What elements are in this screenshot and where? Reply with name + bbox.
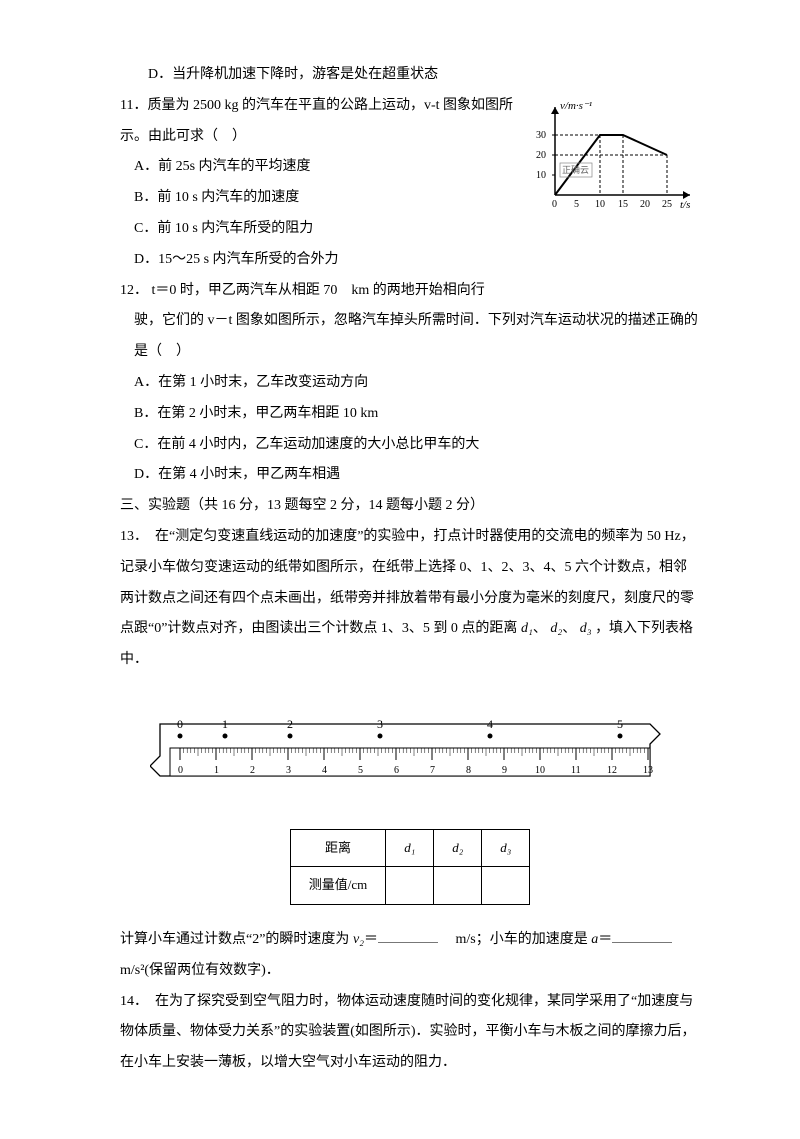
svg-text:5: 5 [617,717,623,731]
svg-text:3: 3 [377,717,383,731]
table-row: 距离 d₁ d₂ d₃ [290,829,530,867]
symbol-v2: v₂ [353,932,364,947]
ytick-30: 30 [536,130,546,141]
q12-stem-line2: 驶，它们的 v－t 图象如图所示，忽略汽车掉头所需时间．下列对汽车运动状况的描述… [120,306,700,368]
q12-option-c: C．在前 4 小时内，乙车运动加速度的大小总比甲车的大 [120,430,700,461]
svg-text:5: 5 [574,199,579,210]
cell-d1: d₁ [386,829,434,867]
svg-text:1: 1 [214,765,219,776]
svg-text:25: 25 [662,199,672,210]
q12-option-b: B．在第 2 小时末，甲乙两车相距 10 km [120,399,700,430]
svg-text:t/s: t/s [680,199,690,211]
q13-fill-a: 计算小车通过计数点“2”的瞬时速度为 [120,932,353,947]
blank-v2[interactable] [378,928,438,943]
q12-option-a: A．在第 1 小时末，乙车改变运动方向 [120,368,700,399]
symbol-d3: d₃ [580,621,592,636]
svg-text:v/m·s⁻¹: v/m·s⁻¹ [560,100,592,112]
svg-text:2: 2 [287,717,293,731]
cell-d3: d₃ [482,829,530,867]
cell-distance-label: 距离 [290,829,386,867]
svg-text:13: 13 [643,765,653,776]
svg-text:0: 0 [178,765,183,776]
q11-block: 10 20 30 0 5 10 15 20 25 t/s v/m·s⁻¹ 正确云… [120,91,700,276]
svg-text:7: 7 [430,765,435,776]
svg-text:10: 10 [535,765,545,776]
q12-option-d: D．在第 4 小时末，甲乙两车相遇 [120,460,700,491]
svg-text:4: 4 [322,765,327,776]
q13-fill-c: m/s²(保留两位有效数字)． [120,963,280,978]
symbol-d1: d₁ [521,621,533,636]
cell-blank [434,867,482,905]
symbol-d2: d₂ [550,621,562,636]
cell-measure-label: 测量值/cm [290,867,386,905]
q13-table: 距离 d₁ d₂ d₃ 测量值/cm [290,829,531,905]
symbol-a: a [591,932,598,947]
svg-text:1: 1 [222,717,228,731]
ytick-10: 10 [536,170,546,181]
svg-text:0: 0 [552,199,557,210]
svg-text:6: 6 [394,765,399,776]
svg-text:4: 4 [487,717,493,731]
svg-text:15: 15 [618,199,628,210]
svg-text:5: 5 [358,765,363,776]
ruler-figure: 0 1 2 3 4 5 012345678910111213 [120,706,700,809]
q13-paragraph: 13． 在“测定匀变速直线运动的加速度”的实验中，打点计时器使用的交流电的频率为… [120,522,700,676]
blank-a[interactable] [612,928,672,943]
svg-text:20: 20 [640,199,650,210]
svg-text:12: 12 [607,765,617,776]
cell-blank [482,867,530,905]
section3-heading: 三、实验题（共 16 分，13 题每空 2 分，14 题每小题 2 分） [120,491,700,522]
svg-text:9: 9 [502,765,507,776]
table-row: 测量值/cm [290,867,530,905]
q10-option-d: D．当升降机加速下降时，游客是处在超重状态 [120,60,700,91]
ytick-20: 20 [536,150,546,161]
q11-graph: 10 20 30 0 5 10 15 20 25 t/s v/m·s⁻¹ 正确云 [530,95,700,228]
q13-fill-b: m/s；小车的加速度是 [442,932,592,947]
cell-d2: d₂ [434,829,482,867]
svg-text:0: 0 [177,717,183,731]
svg-text:8: 8 [466,765,471,776]
svg-text:正确云: 正确云 [562,164,589,175]
q14-paragraph: 14． 在为了探究受到空气阻力时，物体运动速度随时间的变化规律，某同学采用了“加… [120,987,700,1079]
svg-text:2: 2 [250,765,255,776]
q11-option-d: D．15～25 s 内汽车所受的合外力 [120,245,700,276]
cell-blank [386,867,434,905]
q12-stem-line1: 12． t＝0 时，甲乙两汽车从相距 70 km 的两地开始相向行 [120,276,700,307]
svg-text:11: 11 [571,765,581,776]
svg-text:3: 3 [286,765,291,776]
svg-text:10: 10 [595,199,605,210]
q13-fill-line: 计算小车通过计数点“2”的瞬时速度为 v₂＝ m/s；小车的加速度是 a＝ m/… [120,925,700,987]
